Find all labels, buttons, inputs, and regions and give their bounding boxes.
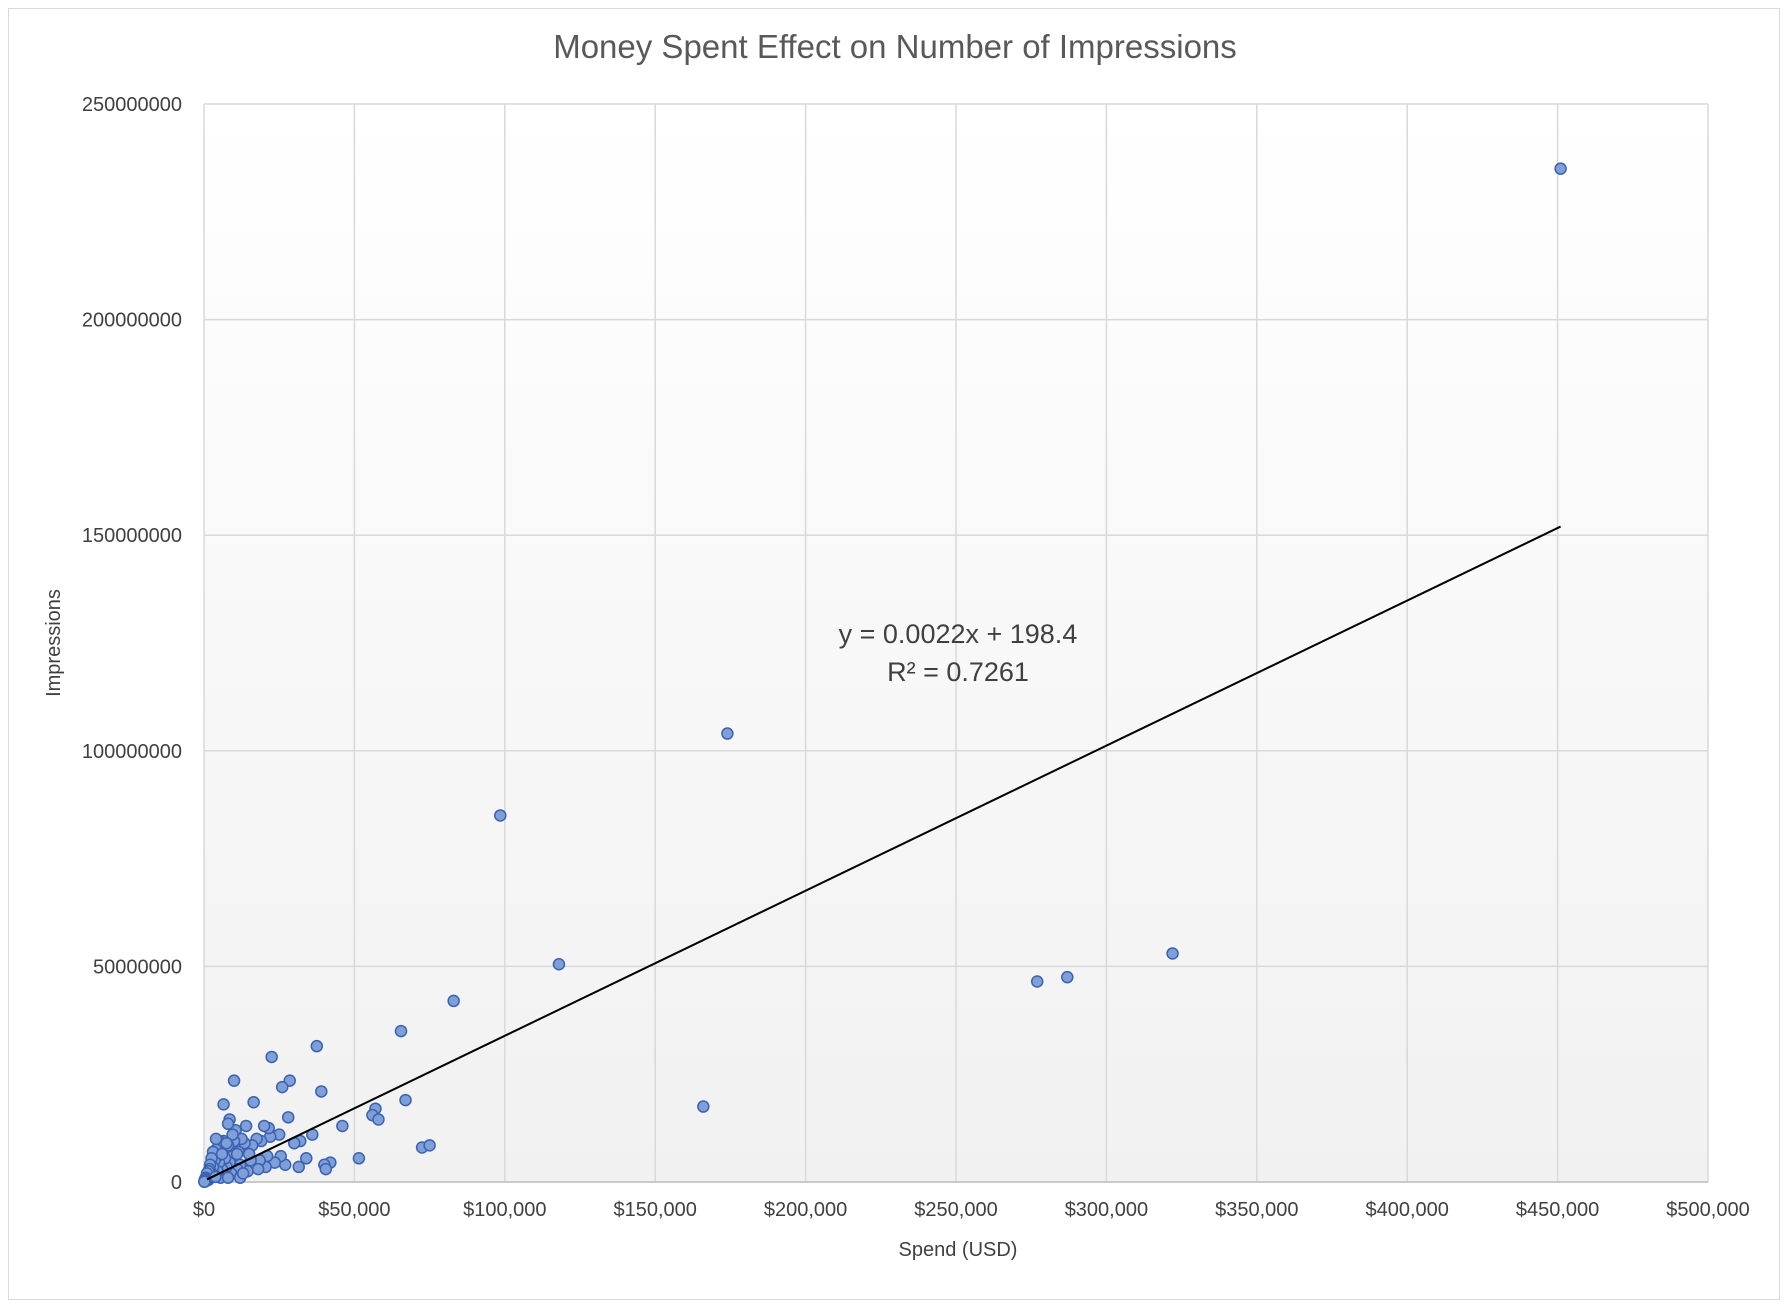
data-point [251, 1162, 265, 1176]
data-point [220, 1136, 233, 1150]
trendline-r2: R² = 0.7261 [887, 657, 1029, 687]
data-point [275, 1080, 289, 1094]
tick-labels: $0 $50,000 $100,000 $150,000 $200,000 $250,00… [82, 94, 1750, 1221]
data-point [1554, 162, 1567, 175]
data-point [215, 1147, 229, 1161]
data-point [721, 727, 734, 740]
x-tick-label: $250,000 [914, 1199, 997, 1221]
x-tick-label: $450,000 [1516, 1199, 1599, 1221]
data-points [198, 162, 1567, 1189]
y-tick-label: 200000000 [82, 310, 182, 332]
data-point [494, 809, 507, 822]
y-tick-label: 150000000 [82, 525, 182, 547]
data-point [352, 1152, 366, 1165]
data-point [217, 1098, 230, 1111]
data-point [394, 1024, 408, 1038]
x-tick-label: $150,000 [613, 1199, 696, 1221]
trendline-group [206, 525, 1562, 1181]
trendline [206, 525, 1562, 1181]
x-tick-label: $400,000 [1365, 1199, 1448, 1221]
data-point [227, 1074, 241, 1087]
data-point [265, 1050, 278, 1064]
data-point [319, 1162, 333, 1176]
y-tick-label: 100000000 [82, 741, 182, 763]
x-axis-title: Spend (USD) [899, 1239, 1018, 1261]
x-tick-label: $100,000 [463, 1199, 546, 1221]
data-point [230, 1147, 244, 1161]
data-point [221, 1171, 235, 1184]
x-tick-label: $50,000 [318, 1199, 390, 1221]
x-tick-label: $200,000 [764, 1199, 847, 1221]
x-tick-label: $300,000 [1065, 1199, 1148, 1221]
data-point [447, 994, 460, 1008]
data-point [399, 1093, 412, 1107]
data-point [209, 1132, 223, 1146]
data-point [236, 1167, 250, 1180]
data-point [239, 1119, 253, 1133]
data-point [247, 1095, 260, 1109]
data-point [310, 1039, 324, 1053]
trendline-equation: y = 0.0022x + 198.4 [839, 619, 1078, 649]
data-point [336, 1119, 349, 1133]
data-point [697, 1100, 710, 1113]
x-tick-label: $350,000 [1215, 1199, 1298, 1221]
data-point [372, 1113, 385, 1126]
x-tick-label: $0 [193, 1199, 215, 1221]
y-tick-label: 250000000 [82, 94, 182, 116]
data-point [552, 957, 566, 971]
data-point [221, 1117, 235, 1131]
data-point [300, 1152, 313, 1165]
data-point [281, 1111, 295, 1124]
y-axis-title: Impressions [43, 589, 65, 697]
data-point [1166, 947, 1179, 960]
data-point [292, 1160, 306, 1174]
data-point [423, 1139, 436, 1152]
data-point [1061, 970, 1074, 984]
data-point [315, 1085, 328, 1098]
y-tick-label: 0 [171, 1172, 182, 1194]
data-point [1030, 975, 1044, 988]
data-point [226, 1128, 239, 1141]
chart-title: Money Spent Effect on Number of Impressi… [553, 28, 1237, 65]
data-point [257, 1119, 271, 1133]
y-tick-label: 50000000 [93, 956, 182, 978]
x-tick-label: $500,000 [1666, 1199, 1749, 1221]
